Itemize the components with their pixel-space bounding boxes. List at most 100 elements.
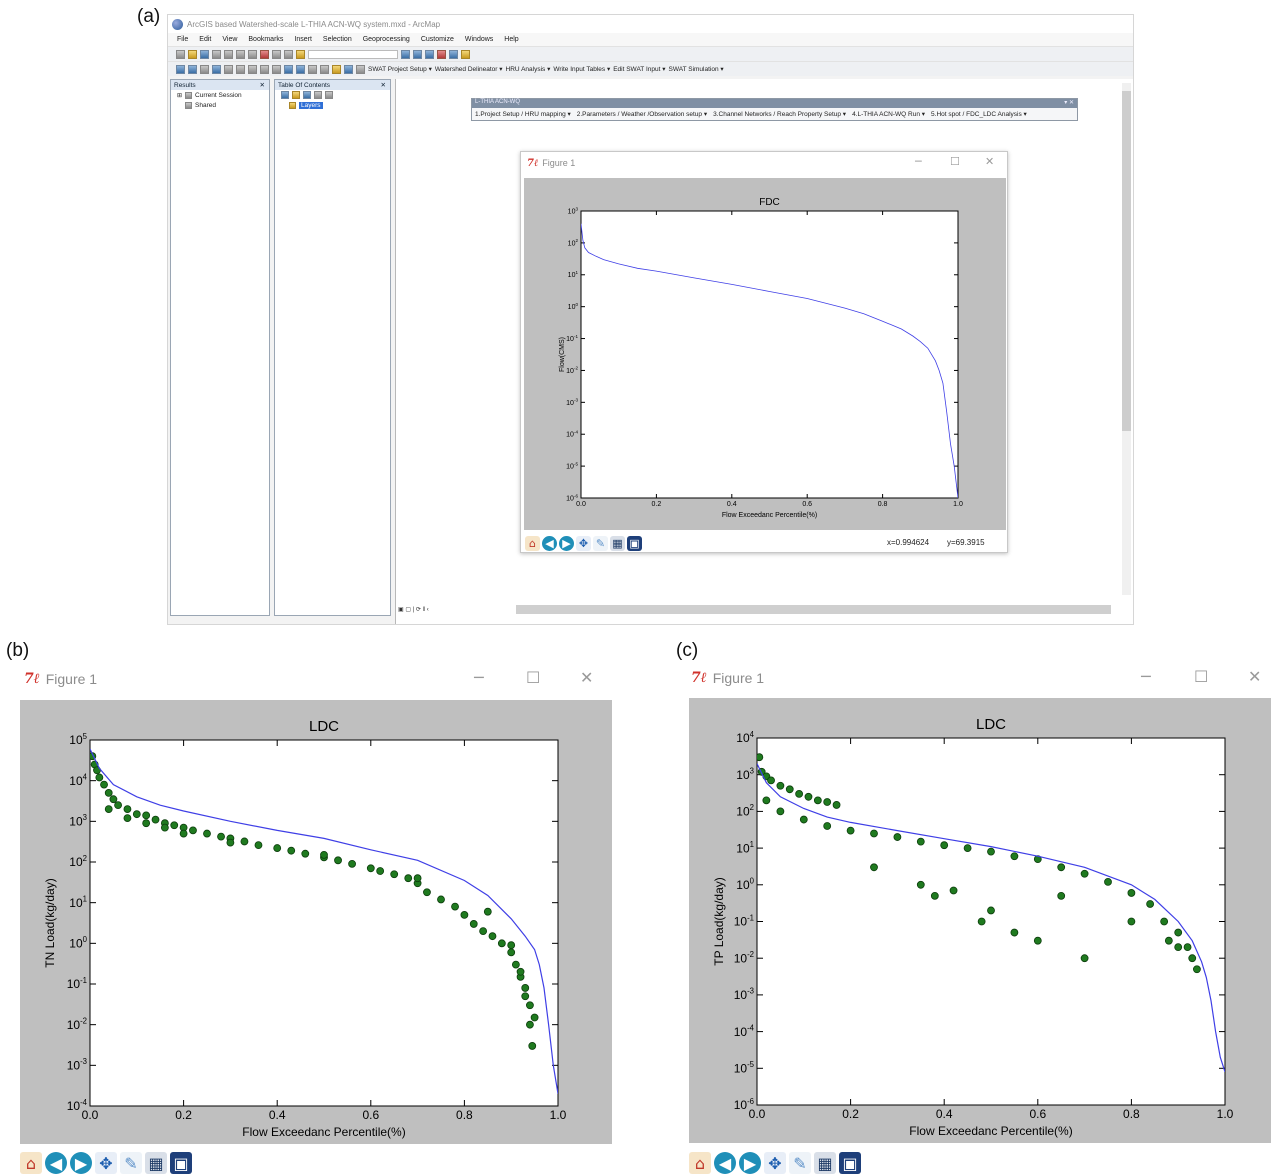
paste-icon[interactable]: [248, 49, 257, 59]
subplots-icon[interactable]: ▦: [145, 1152, 167, 1174]
menu-bookmarks[interactable]: Bookmarks: [248, 36, 284, 43]
close-icon[interactable]: ✕: [580, 668, 594, 687]
fixed-zoom-in-icon[interactable]: [224, 64, 233, 74]
save-document-icon[interactable]: [200, 49, 209, 59]
python-icon[interactable]: [449, 49, 458, 59]
pan-hand-icon[interactable]: [200, 64, 209, 74]
html-popup-icon[interactable]: [344, 64, 353, 74]
options-icon[interactable]: [325, 91, 333, 99]
minimize-icon[interactable]: ─: [915, 155, 922, 168]
new-document-icon[interactable]: [176, 49, 185, 59]
close-icon[interactable]: ✕: [1248, 667, 1262, 686]
add-data-icon[interactable]: [296, 49, 305, 59]
back-icon[interactable]: ◀: [45, 1152, 67, 1174]
map-vertical-scrollbar[interactable]: [1122, 83, 1131, 595]
menu-selection[interactable]: Selection: [322, 36, 352, 43]
lthia-menu-channel-networks[interactable]: 3.Channel Networks / Reach Property Setu…: [713, 111, 847, 118]
results-pane-close-icon[interactable]: ✕: [259, 82, 265, 89]
model-builder-icon[interactable]: [461, 49, 470, 59]
pan-icon[interactable]: ✥: [95, 1152, 117, 1174]
full-extent-icon[interactable]: [212, 64, 221, 74]
home-icon[interactable]: ⌂: [525, 535, 540, 551]
select-features-icon[interactable]: [272, 64, 281, 74]
save-icon[interactable]: ▣: [839, 1152, 861, 1174]
watershed-delineator-menu[interactable]: Watershed Delineator ▾: [434, 66, 503, 73]
time-slider-icon[interactable]: [356, 64, 365, 74]
maximize-icon[interactable]: ☐: [1194, 667, 1209, 686]
home-icon[interactable]: ⌂: [689, 1152, 711, 1174]
forward-icon[interactable]: ▶: [70, 1152, 92, 1174]
zoom-rect-icon[interactable]: ✎: [120, 1152, 142, 1174]
subplots-icon[interactable]: ▦: [610, 535, 625, 551]
lthia-menu-parameters[interactable]: 2.Parameters / Weather /Observation setu…: [576, 111, 708, 118]
ldc-tn-canvas[interactable]: LDC 0.0 0.2 0.4 0.6 0.8 1.0 10-4 10-3 10-2 10-1 100…: [20, 700, 612, 1144]
lthia-toolbar-close-icon[interactable]: ▾ ✕: [1064, 100, 1074, 106]
subplots-icon[interactable]: ▦: [814, 1152, 836, 1174]
write-input-tables-menu[interactable]: Write Input Tables ▾: [553, 66, 611, 73]
lthia-menu-run[interactable]: 4.L-THIA ACN-WQ Run ▾: [852, 111, 926, 118]
delete-icon[interactable]: [260, 49, 269, 59]
copy-icon[interactable]: [236, 49, 245, 59]
go-back-icon[interactable]: [248, 64, 257, 74]
map-view-controls[interactable]: ▣ ▢ | ⟳ ‖ ‹: [398, 607, 429, 613]
lthia-menu-hotspot-fdc-ldc[interactable]: 5.Hot spot / FDC_LDC Analysis ▾: [931, 111, 1027, 118]
forward-icon[interactable]: ▶: [739, 1152, 761, 1174]
map-scale-combo[interactable]: [308, 49, 398, 59]
save-icon[interactable]: ▣: [627, 535, 642, 551]
expand-icon[interactable]: ⊞: [177, 92, 183, 99]
fdc-canvas[interactable]: FDC 0.0 0.2 0.4 0.6 0.8 1.0 10-6 10-5 10-4 10-3 10-…: [524, 178, 1006, 530]
print-icon[interactable]: [212, 49, 221, 59]
menu-help[interactable]: Help: [504, 36, 519, 43]
maximize-icon[interactable]: ☐: [526, 668, 541, 687]
list-by-selection-icon[interactable]: [314, 91, 322, 99]
list-by-source-icon[interactable]: [292, 91, 300, 99]
menu-file[interactable]: File: [177, 36, 189, 43]
measure-icon[interactable]: [320, 64, 329, 74]
results-item-current-session[interactable]: ⊞ Current Session: [171, 90, 269, 100]
swat-project-setup-menu[interactable]: SWAT Project Setup ▾: [368, 66, 432, 73]
swat-simulation-menu[interactable]: SWAT Simulation ▾: [668, 66, 724, 73]
list-by-drawing-order-icon[interactable]: [281, 91, 289, 99]
list-by-visibility-icon[interactable]: [303, 91, 311, 99]
menu-geoprocessing[interactable]: Geoprocessing: [362, 36, 410, 43]
redo-icon[interactable]: [284, 49, 293, 59]
save-icon[interactable]: ▣: [170, 1152, 192, 1174]
lthia-menu-project-setup[interactable]: 1.Project Setup / HRU mapping ▾: [475, 111, 571, 118]
open-icon[interactable]: [188, 49, 197, 59]
hyperlink-icon[interactable]: [332, 64, 341, 74]
zoom-rect-icon[interactable]: ✎: [593, 535, 608, 551]
menu-insert[interactable]: Insert: [294, 36, 312, 43]
fixed-zoom-out-icon[interactable]: [236, 64, 245, 74]
pan-icon[interactable]: ✥: [764, 1152, 786, 1174]
toc-pane-close-icon[interactable]: ✕: [380, 82, 386, 89]
editor-icon[interactable]: [401, 49, 410, 59]
go-forward-icon[interactable]: [260, 64, 269, 74]
minimize-icon[interactable]: ─: [1141, 667, 1151, 686]
cut-icon[interactable]: [224, 49, 233, 59]
toc-layers-item[interactable]: Layers: [275, 100, 390, 110]
ldc-tp-canvas[interactable]: LDC 0.0 0.2 0.4 0.6 0.8 1.0 10-6 10-5 10-4 10-3 10-…: [689, 698, 1271, 1143]
map-horizontal-scrollbar[interactable]: [516, 605, 1111, 614]
select-elements-icon[interactable]: [284, 64, 293, 74]
maximize-icon[interactable]: ☐: [950, 155, 960, 168]
close-icon[interactable]: ✕: [985, 155, 995, 168]
find-icon[interactable]: [308, 64, 317, 74]
minimize-icon[interactable]: ─: [474, 668, 484, 687]
identify-icon[interactable]: [296, 64, 305, 74]
hru-analysis-menu[interactable]: HRU Analysis ▾: [505, 66, 551, 73]
back-icon[interactable]: ◀: [542, 535, 557, 551]
menu-view[interactable]: View: [222, 36, 238, 43]
toc-window-icon[interactable]: [413, 49, 422, 59]
forward-icon[interactable]: ▶: [559, 535, 574, 551]
toolbox-icon[interactable]: [437, 49, 446, 59]
zoom-out-icon[interactable]: [188, 64, 197, 74]
results-item-shared[interactable]: Shared: [171, 100, 269, 110]
back-icon[interactable]: ◀: [714, 1152, 736, 1174]
home-icon[interactable]: ⌂: [20, 1152, 42, 1174]
zoom-in-icon[interactable]: [176, 64, 185, 74]
menu-windows[interactable]: Windows: [464, 36, 494, 43]
menu-customize[interactable]: Customize: [420, 36, 454, 43]
menu-edit[interactable]: Edit: [199, 36, 212, 43]
pan-icon[interactable]: ✥: [576, 535, 591, 551]
edit-swat-input-menu[interactable]: Edit SWAT Input ▾: [613, 66, 666, 73]
